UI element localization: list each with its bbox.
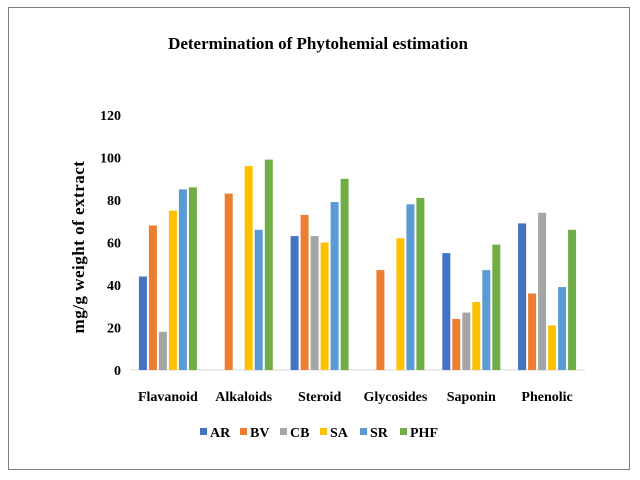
- legend-swatch-sr: [360, 428, 367, 435]
- legend-swatch-ar: [200, 428, 207, 435]
- y-tick-label: 120: [100, 109, 121, 124]
- category-label: Glycosides: [364, 390, 428, 405]
- legend-label-bv: BV: [250, 426, 269, 441]
- y-ticks: 0 20 40 60 80 100 120: [100, 109, 121, 379]
- chart-title: Determination of Phytohemial estimation: [168, 34, 468, 53]
- bar-sa-glycosides: [396, 238, 405, 371]
- chart-frame: [8, 7, 630, 470]
- bar-sr-steroid: [330, 202, 339, 370]
- legend-swatch-bv: [240, 428, 247, 435]
- category-label: Steroid: [298, 390, 342, 405]
- y-tick-label: 40: [107, 279, 121, 294]
- y-axis-label: mg/g weight of extract: [69, 161, 88, 334]
- y-tick-label: 0: [114, 364, 121, 379]
- bar-phf-steroid: [340, 178, 349, 371]
- bars-group: [138, 159, 577, 371]
- bar-sa-saponin: [472, 302, 481, 370]
- bar-cb-saponin: [462, 312, 471, 370]
- bar-bv-saponin: [452, 319, 461, 370]
- legend-swatch-cb: [280, 428, 287, 435]
- legend-swatch-sa: [320, 428, 327, 435]
- bar-sa-alkaloids: [244, 166, 253, 370]
- bar-ar-steroid: [290, 236, 299, 370]
- category-label: Flavanoid: [138, 390, 198, 405]
- category-label: Phenolic: [521, 390, 572, 405]
- bar-sr-phenolic: [558, 287, 567, 370]
- category-label: Saponin: [447, 390, 496, 405]
- bar-ar-phenolic: [518, 223, 527, 370]
- bar-phf-glycosides: [416, 197, 425, 370]
- bar-phf-flavanoid: [188, 187, 197, 371]
- bar-cb-flavanoid: [158, 331, 167, 371]
- bar-sr-saponin: [482, 270, 491, 370]
- legend-label-sa: SA: [330, 426, 349, 441]
- bar-sa-steroid: [320, 242, 329, 370]
- category-labels: Flavanoid Alkaloids Steroid Glycosides Sapon…: [138, 390, 573, 405]
- bar-sr-glycosides: [406, 204, 415, 371]
- bar-bv-alkaloids: [224, 193, 233, 370]
- bar-sr-flavanoid: [178, 189, 187, 370]
- bar-cb-phenolic: [538, 212, 547, 371]
- y-tick-label: 20: [107, 322, 121, 337]
- legend-label-phf: PHF: [410, 426, 438, 441]
- y-tick-label: 60: [107, 237, 121, 252]
- legend-label-ar: AR: [210, 426, 231, 441]
- legend-label-cb: CB: [290, 426, 309, 441]
- legend: AR BV CB SA SR PHF: [200, 426, 438, 441]
- bar-ar-flavanoid: [138, 276, 147, 370]
- bar-sa-phenolic: [548, 325, 557, 370]
- y-tick-label: 100: [100, 152, 121, 167]
- bar-sr-alkaloids: [254, 229, 263, 371]
- category-label: Alkaloids: [215, 390, 272, 405]
- bar-bv-steroid: [300, 214, 309, 370]
- bar-bv-flavanoid: [148, 225, 157, 370]
- legend-label-sr: SR: [370, 426, 389, 441]
- y-tick-label: 80: [107, 194, 121, 209]
- bar-phf-alkaloids: [264, 159, 273, 370]
- legend-swatch-phf: [400, 428, 407, 435]
- bar-phf-saponin: [492, 244, 501, 370]
- bar-phf-phenolic: [568, 229, 577, 371]
- bar-cb-steroid: [310, 236, 319, 370]
- bar-sa-flavanoid: [168, 210, 177, 370]
- bar-ar-saponin: [442, 253, 451, 370]
- bar-bv-phenolic: [528, 293, 537, 370]
- bar-bv-glycosides: [376, 270, 385, 370]
